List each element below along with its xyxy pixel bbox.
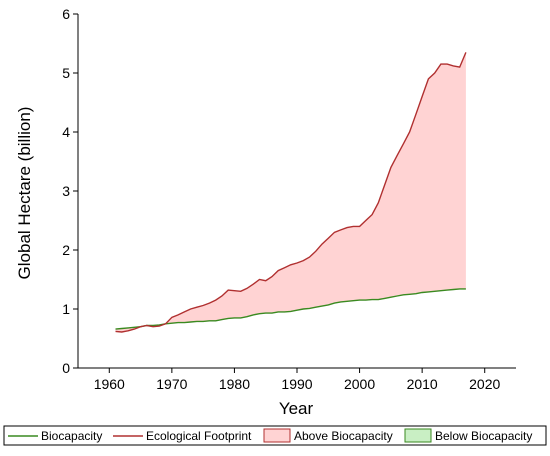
x-tick-label: 1980 [219,376,250,392]
y-tick-label: 6 [62,6,70,22]
legend-label: Biocapacity [41,429,102,443]
ecological-footprint-line [115,52,467,333]
legend-item-below-biocapacity: Below Biocapacity [404,428,532,443]
legend-item-above-biocapacity: Above Biocapacity [263,428,393,443]
ticks: 1960 1970 1980 1990 2000 2010 2020 0 1 2 3 4 5 6 [62,6,500,392]
area-fills [115,52,466,333]
y-tick-label: 1 [62,301,70,317]
x-tick-label: 1990 [281,376,312,392]
legend-label: Below Biocapacity [435,429,532,443]
legend-label: Ecological Footprint [146,429,252,443]
x-tick-label: 2020 [469,376,500,392]
above-biocapacity-area [115,52,466,333]
y-tick-label: 5 [62,65,70,81]
x-tick-label: 1960 [94,376,125,392]
x-tick-label: 2010 [407,376,438,392]
legend-label: Above Biocapacity [294,429,393,443]
legend-fill-swatch [263,428,291,443]
x-tick-label: 2000 [344,376,375,392]
biocapacity-line [115,288,466,330]
y-tick-label: 4 [62,124,70,140]
x-tick-label: 1970 [156,376,187,392]
legend-item-ecological-footprint: Ecological Footprint [113,429,252,443]
y-tick-label: 3 [62,183,70,199]
legend-fill-swatch [404,428,432,443]
y-tick-label: 2 [62,242,70,258]
y-axis-title: Global Hectare (billion) [15,107,34,280]
series-lines [115,52,467,333]
y-tick-label: 0 [62,360,70,376]
legend: Biocapacity Ecological Footprint Above Bio… [3,425,547,446]
x-axis-title: Year [279,399,314,418]
legend-item-biocapacity: Biocapacity [8,429,102,443]
